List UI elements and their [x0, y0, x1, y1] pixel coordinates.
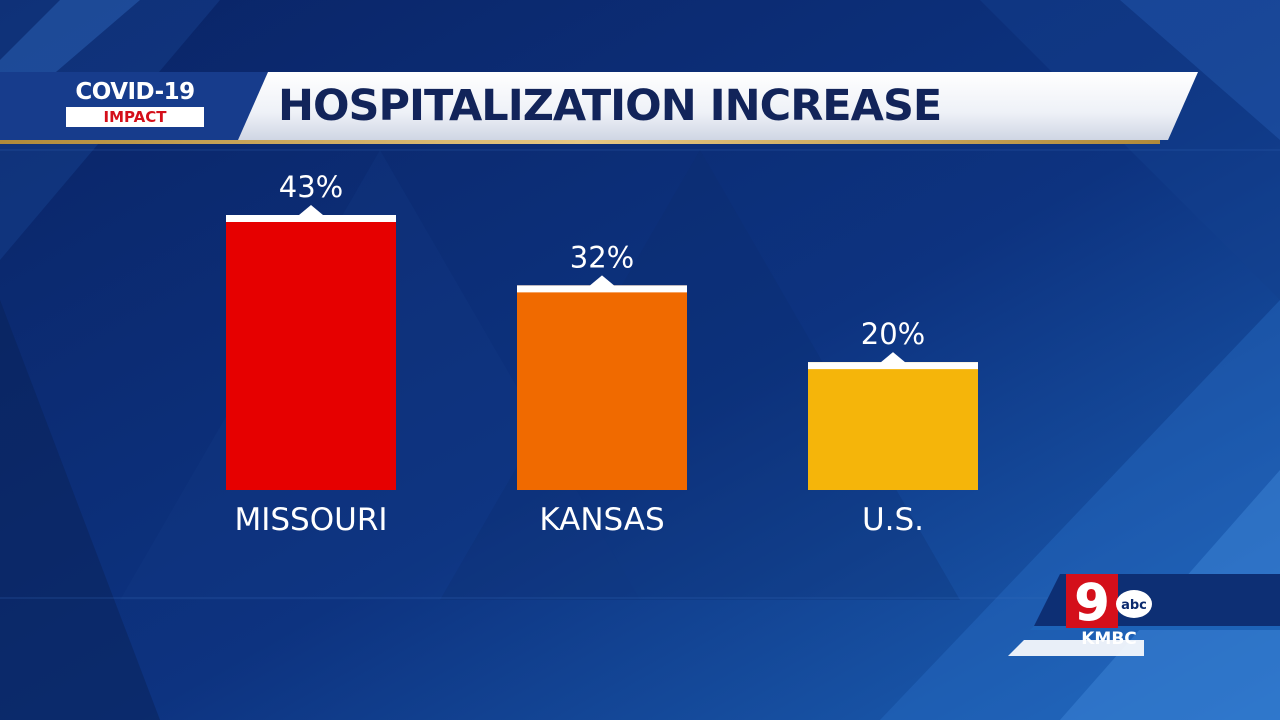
- bar-cap-missouri: [226, 205, 396, 222]
- covid-impact-badge: COVID-19 IMPACT: [62, 78, 208, 130]
- bar-group-kansas: 32% KANSAS: [517, 240, 687, 538]
- bar-cap-kansas: [517, 275, 687, 293]
- badge-title: COVID-19: [75, 79, 195, 105]
- value-label-kansas: 32%: [570, 240, 634, 274]
- bar-group-us: 20% U.S.: [808, 317, 978, 538]
- header-divider-line: [0, 140, 1160, 144]
- station-call-sign: KMBC: [1081, 629, 1137, 649]
- bar-cap-us: [808, 352, 978, 370]
- bar-us: [808, 362, 978, 490]
- category-label-us: U.S.: [862, 502, 924, 538]
- category-label-missouri: MISSOURI: [234, 502, 387, 538]
- channel-number: 9: [1075, 574, 1110, 628]
- bar-kansas: [517, 285, 687, 490]
- page-title: HOSPITALIZATION INCREASE: [278, 81, 942, 131]
- category-label-kansas: KANSAS: [539, 502, 664, 538]
- badge-subtitle: IMPACT: [66, 107, 204, 127]
- network-logo-circle: [1116, 590, 1152, 618]
- value-label-us: 20%: [861, 317, 925, 351]
- bar-missouri: [226, 215, 396, 490]
- network-name: abc: [1121, 598, 1147, 613]
- bar-group-missouri: 43% MISSOURI: [226, 170, 396, 538]
- channel-logo-box: [1066, 574, 1118, 628]
- value-label-missouri: 43%: [279, 170, 343, 204]
- channel-logo: 9: [1066, 574, 1118, 628]
- network-logo: abc: [1116, 590, 1152, 618]
